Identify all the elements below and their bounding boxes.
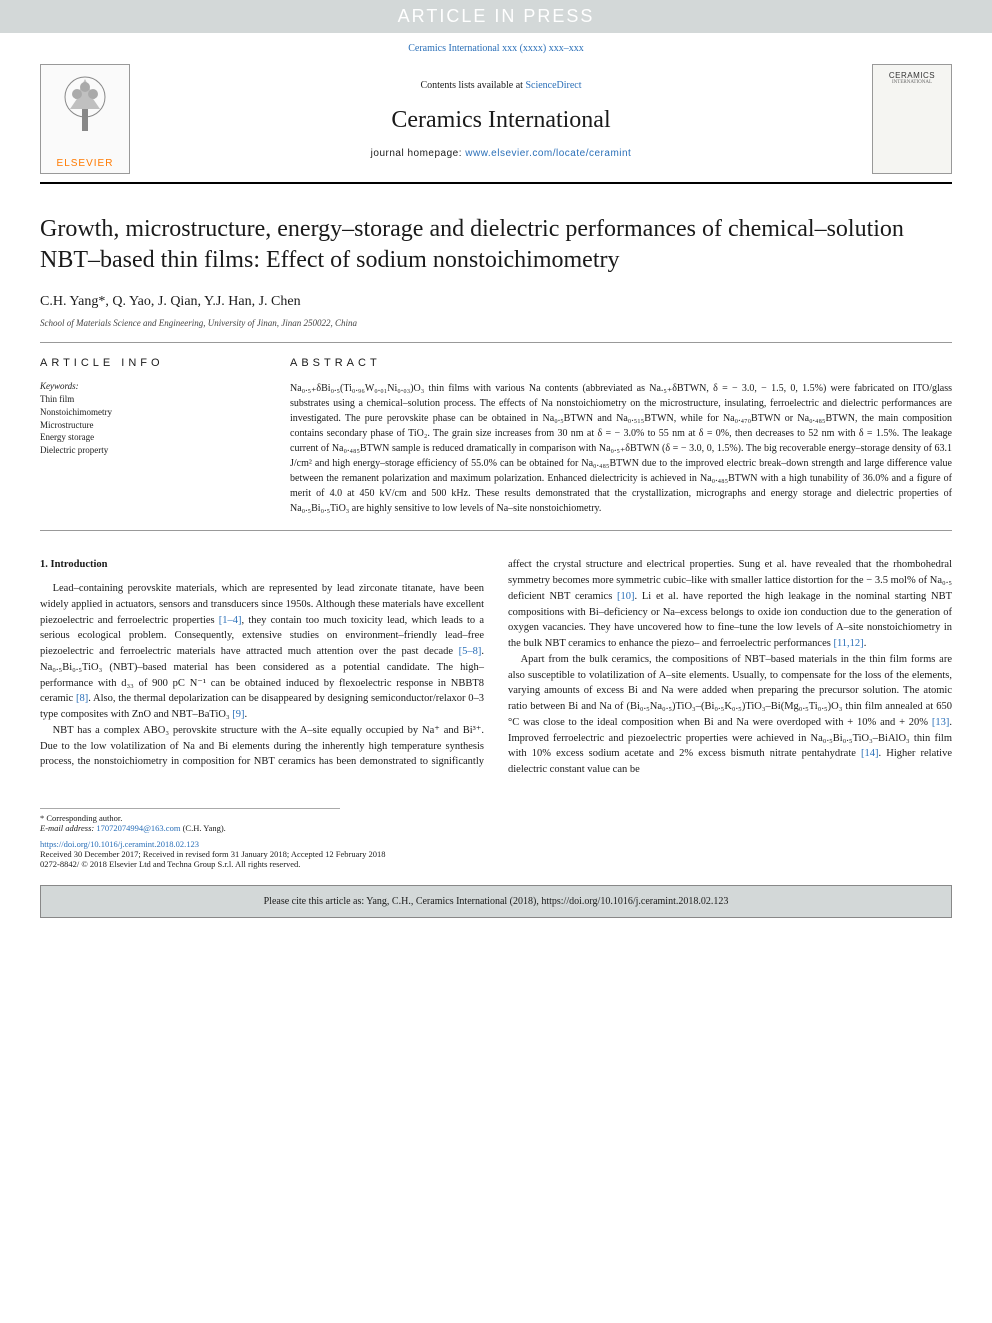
received-dates: Received 30 December 2017; Received in r… [40,849,952,859]
author-email[interactable]: 17072074994@163.com [96,823,180,833]
ref-link[interactable]: [5–8] [459,646,482,657]
doi-block: https://doi.org/10.1016/j.ceramint.2018.… [40,839,952,869]
info-abstract-row: ARTICLE INFO Keywords: Thin film Nonstoi… [40,342,952,531]
please-cite-box: Please cite this article as: Yang, C.H.,… [40,885,952,918]
publisher-name: ELSEVIER [57,158,114,169]
email-line: E-mail address: 17072074994@163.com (C.H… [40,823,340,833]
contents-available-line: Contents lists available at ScienceDirec… [130,80,872,91]
keyword: Microstructure [40,419,260,432]
keyword: Energy storage [40,431,260,444]
paragraph: Apart from the bulk ceramics, the compos… [508,652,952,778]
contents-prefix: Contents lists available at [420,80,525,91]
ref-link[interactable]: [10] [617,591,635,602]
homepage-link[interactable]: www.elsevier.com/locate/ceramint [465,148,631,159]
paragraph: Lead–containing perovskite materials, wh… [40,581,484,723]
article-content: Growth, microstructure, energy–storage a… [0,184,992,788]
email-label: E-mail address: [40,823,96,833]
corresponding-author-note: * Corresponding author. [40,813,340,823]
abstract-text: Na₀.₅₊δBi₀.₅(Ti₀.₉₆W₀.₀₁Ni₀.₀₃)O₃ thin f… [290,381,952,516]
journal-name: Ceramics International [130,107,872,134]
cover-title: CERAMICS [889,71,935,80]
article-info-block: ARTICLE INFO Keywords: Thin film Nonstoi… [40,357,260,516]
journal-cover-thumbnail: CERAMICS INTERNATIONAL [872,64,952,174]
abstract-block: ABSTRACT Na₀.₅₊δBi₀.₅(Ti₀.₉₆W₀.₀₁Ni₀.₀₃)… [290,357,952,516]
homepage-prefix: journal homepage: [371,148,466,159]
ref-link[interactable]: [11,12] [833,638,863,649]
keywords-label: Keywords: [40,381,260,391]
abstract-heading: ABSTRACT [290,357,952,369]
authors-line: C.H. Yang*, Q. Yao, J. Qian, Y.J. Han, J… [40,294,952,310]
doi-link[interactable]: https://doi.org/10.1016/j.ceramint.2018.… [40,839,199,849]
email-suffix: (C.H. Yang). [180,823,225,833]
keyword: Nonstoichimometry [40,406,260,419]
header-center: Contents lists available at ScienceDirec… [130,64,872,174]
ref-link[interactable]: [14] [861,748,879,759]
article-info-heading: ARTICLE INFO [40,357,260,369]
keyword: Dielectric property [40,444,260,457]
section-heading: 1. Introduction [40,557,484,573]
footnotes: * Corresponding author. E-mail address: … [40,808,340,833]
copyright-line: 0272-8842/ © 2018 Elsevier Ltd and Techn… [40,859,952,869]
article-title: Growth, microstructure, energy–storage a… [40,214,952,276]
elsevier-tree-icon [50,69,120,139]
publisher-logo: ELSEVIER [40,64,130,174]
sciencedirect-link[interactable]: ScienceDirect [525,80,581,91]
ref-link[interactable]: [9] [232,709,244,720]
ref-link[interactable]: [8] [76,693,88,704]
ref-link[interactable]: [13] [932,717,950,728]
body-text: 1. Introduction Lead–containing perovski… [40,557,952,778]
homepage-line: journal homepage: www.elsevier.com/locat… [130,148,872,159]
cover-subtitle: INTERNATIONAL [892,80,932,85]
keyword: Thin film [40,393,260,406]
citation-top: Ceramics International xxx (xxxx) xxx–xx… [0,33,992,64]
journal-header: ELSEVIER Contents lists available at Sci… [40,64,952,184]
affiliation: School of Materials Science and Engineer… [40,318,952,328]
article-in-press-banner: ARTICLE IN PRESS [0,0,992,33]
ref-link[interactable]: [1–4] [219,615,242,626]
